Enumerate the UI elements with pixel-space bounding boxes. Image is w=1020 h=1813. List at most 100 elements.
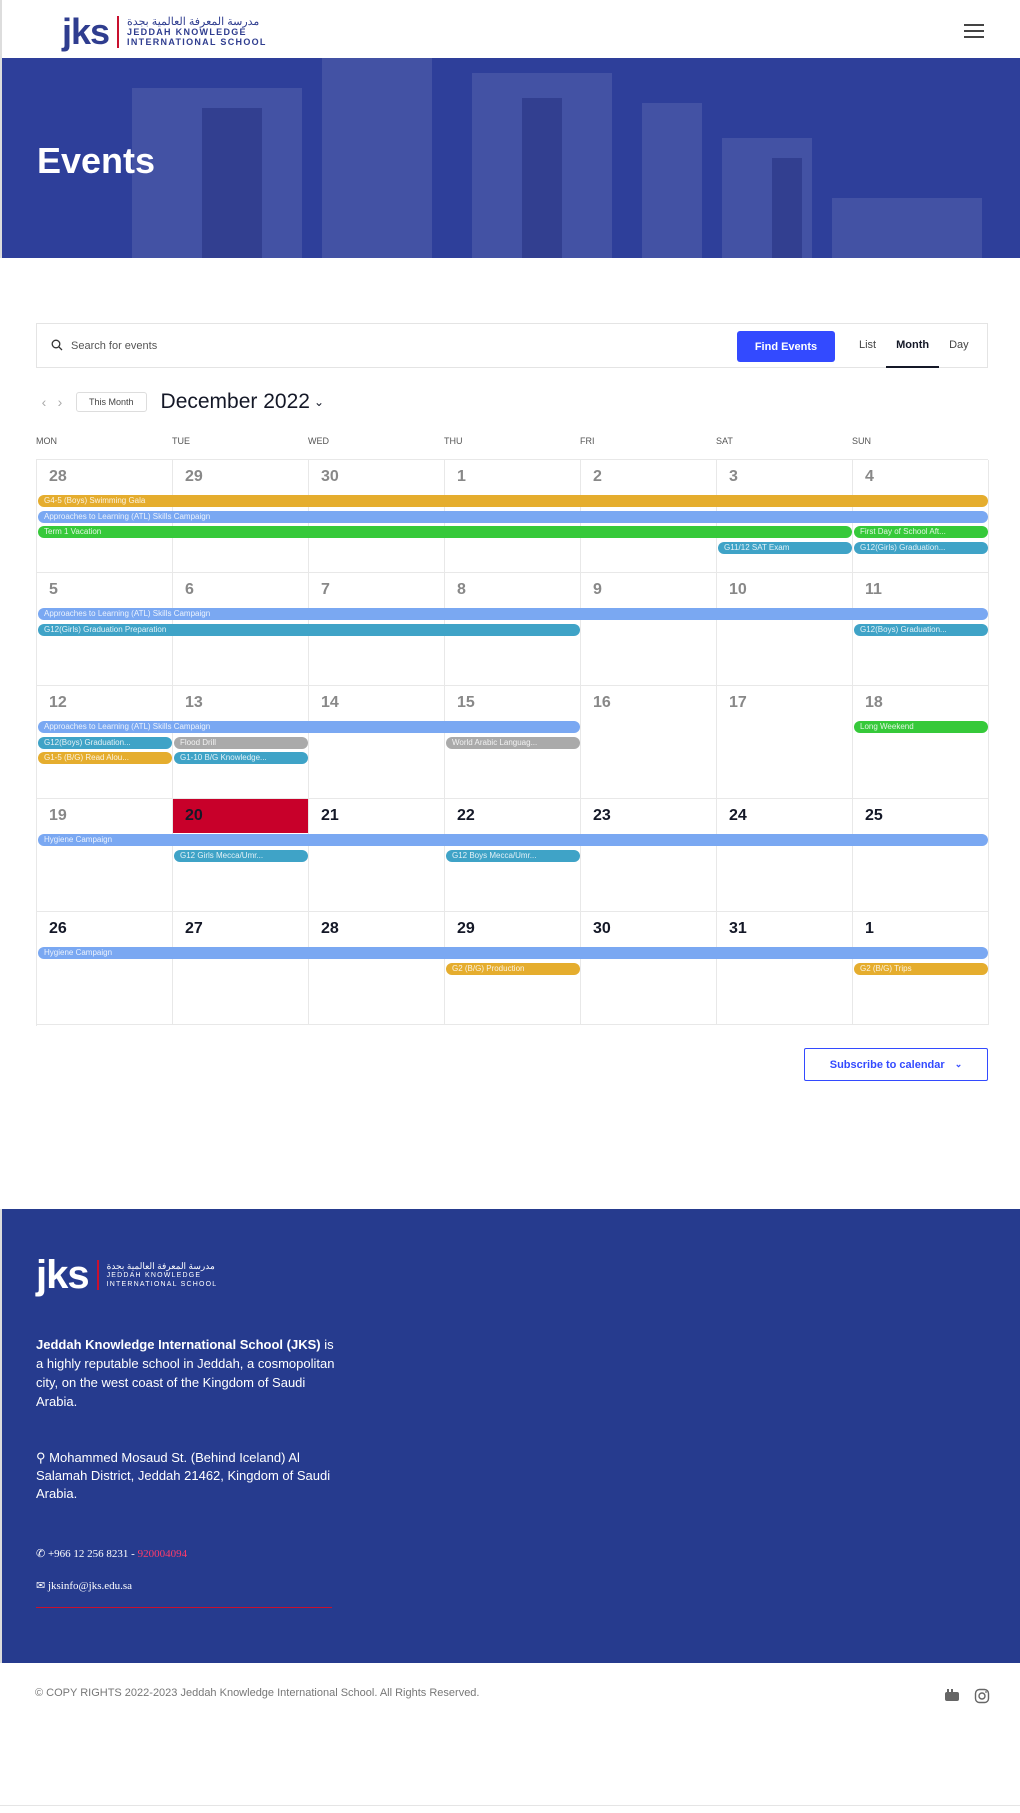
calendar-event[interactable]: World Arabic Languag... (446, 736, 580, 749)
calendar-day-cell[interactable] (173, 912, 309, 1025)
day-number[interactable]: 13 (185, 694, 203, 711)
calendar-day-cell[interactable] (717, 686, 853, 799)
calendar-event[interactable]: G12(Boys) Graduation... (854, 623, 988, 636)
calendar-day-cell[interactable] (581, 799, 717, 912)
view-month-tab[interactable]: Month (886, 324, 940, 368)
day-number[interactable]: 28 (321, 920, 339, 937)
calendar-event[interactable]: Approaches to Learning (ATL) Skills Camp… (38, 608, 988, 620)
hamburger-icon[interactable] (964, 24, 984, 38)
day-number[interactable]: 12 (49, 694, 67, 711)
day-number[interactable]: 5 (49, 581, 58, 598)
calendar-day-cell[interactable] (309, 912, 445, 1025)
calendar-day-cell[interactable] (581, 573, 717, 686)
today-day-number[interactable]: 20 (185, 807, 203, 824)
calendar-event[interactable]: First Day of School Aft... (854, 526, 988, 538)
day-number[interactable]: 4 (865, 468, 874, 485)
calendar-event[interactable]: G12(Boys) Graduation... (38, 736, 172, 749)
day-number[interactable]: 17 (729, 694, 747, 711)
calendar-event[interactable]: Hygiene Campaign (38, 947, 988, 959)
calendar-event[interactable]: Approaches to Learning (ATL) Skills Camp… (38, 510, 988, 523)
calendar-day-cell[interactable] (309, 686, 445, 799)
day-number[interactable]: 15 (457, 694, 475, 711)
day-number[interactable]: 1 (865, 920, 874, 937)
calendar-event[interactable]: G1-5 (B/G) Read Alou... (38, 752, 172, 764)
calendar-day-cell[interactable] (37, 799, 173, 912)
search-input[interactable] (71, 332, 571, 360)
calendar-day-cell[interactable] (853, 799, 989, 912)
day-number[interactable]: 11 (865, 581, 882, 598)
day-number[interactable]: 30 (321, 468, 339, 485)
day-number[interactable]: 19 (49, 807, 67, 824)
day-number[interactable]: 1 (457, 468, 466, 485)
calendar-day-cell[interactable] (853, 686, 989, 799)
day-number[interactable]: 10 (729, 581, 747, 598)
day-number[interactable]: 7 (321, 581, 330, 598)
calendar-event[interactable]: G12 Girls Mecca/Umr... (174, 849, 308, 862)
footer-phone-text[interactable]: +966 12 256 8231 - (47, 1548, 138, 1560)
footer-phone-alt[interactable]: 920004094 (137, 1548, 188, 1560)
calendar-day-cell[interactable] (717, 912, 853, 1025)
calendar-day-cell[interactable] (173, 799, 309, 912)
calendar-day-cell[interactable] (445, 912, 581, 1025)
calendar-event[interactable]: G2 (B/G) Trips (854, 962, 988, 975)
day-number[interactable]: 22 (457, 807, 475, 824)
view-day-tab[interactable]: Day (949, 339, 969, 351)
footer-email-text[interactable]: jksinfo@jks.edu.sa (47, 1580, 133, 1592)
youtube-icon[interactable] (944, 1688, 960, 1704)
day-number[interactable]: 29 (457, 920, 475, 937)
calendar-event[interactable]: Hygiene Campaign (38, 834, 988, 846)
footer-logo[interactable]: jks مدرسة المعرفة العالمية بجدة JEDDAH K… (36, 1255, 217, 1295)
day-number[interactable]: 6 (185, 581, 194, 598)
day-number[interactable]: 30 (593, 920, 611, 937)
month-title[interactable]: December 2022 (160, 390, 310, 413)
calendar-event[interactable]: G12(Girls) Graduation Preparation (38, 623, 580, 636)
calendar-day-cell[interactable] (445, 799, 581, 912)
calendar-event[interactable]: Long Weekend (854, 721, 988, 733)
calendar-event[interactable]: G4-5 (Boys) Swimming Gala (38, 495, 988, 507)
calendar-day-cell[interactable] (581, 912, 717, 1025)
calendar-day-cell[interactable] (853, 573, 989, 686)
calendar-event[interactable]: G11/12 SAT Exam (718, 541, 852, 554)
calendar-event[interactable]: G12 Boys Mecca/Umr... (446, 849, 580, 862)
this-month-button[interactable]: This Month (76, 392, 147, 412)
calendar-day-cell[interactable] (853, 912, 989, 1025)
calendar-day-cell[interactable] (581, 686, 717, 799)
day-number[interactable]: 29 (185, 468, 203, 485)
calendar-day-cell[interactable] (173, 686, 309, 799)
chevron-right-icon[interactable]: › (57, 394, 63, 410)
calendar-day-cell[interactable] (717, 573, 853, 686)
calendar-day-cell[interactable] (445, 686, 581, 799)
day-number[interactable]: 23 (593, 807, 611, 824)
view-list-tab[interactable]: List (859, 339, 877, 351)
day-number[interactable]: 21 (321, 807, 339, 824)
calendar-day-cell[interactable] (309, 799, 445, 912)
day-number[interactable]: 2 (593, 468, 602, 485)
day-number[interactable]: 25 (865, 807, 883, 824)
calendar-event[interactable]: Flood Drill (174, 736, 308, 749)
day-number[interactable]: 8 (457, 581, 466, 598)
day-number[interactable]: 27 (185, 920, 203, 937)
calendar-day-cell[interactable] (37, 686, 173, 799)
find-events-button[interactable]: Find Events (737, 331, 835, 362)
instagram-icon[interactable] (974, 1688, 990, 1704)
calendar-day-cell[interactable] (853, 460, 989, 573)
chevron-down-icon[interactable]: ⌄ (313, 395, 325, 409)
chevron-left-icon[interactable]: ‹ (41, 394, 47, 410)
day-number[interactable]: 9 (593, 581, 602, 598)
site-logo[interactable]: jks مدرسة المعرفة العالمية بجدة JEDDAH K… (62, 14, 267, 50)
calendar-event[interactable]: G2 (B/G) Production (446, 962, 580, 975)
calendar-day-cell[interactable] (717, 799, 853, 912)
calendar-day-cell[interactable] (37, 912, 173, 1025)
day-number[interactable]: 28 (49, 468, 67, 485)
day-number[interactable]: 16 (593, 694, 611, 711)
calendar-event[interactable]: Term 1 Vacation (38, 526, 852, 538)
calendar-event[interactable]: Approaches to Learning (ATL) Skills Camp… (38, 721, 580, 733)
day-number[interactable]: 18 (865, 694, 883, 711)
calendar-event[interactable]: G1-10 B/G Knowledge... (174, 752, 308, 764)
day-number[interactable]: 3 (729, 468, 738, 485)
calendar-event[interactable]: G12(Girls) Graduation... (854, 541, 988, 554)
day-number[interactable]: 24 (729, 807, 747, 824)
day-number[interactable]: 26 (49, 920, 67, 937)
subscribe-calendar-button[interactable]: Subscribe to calendar ⌄ (804, 1048, 988, 1081)
day-number[interactable]: 14 (321, 694, 339, 711)
